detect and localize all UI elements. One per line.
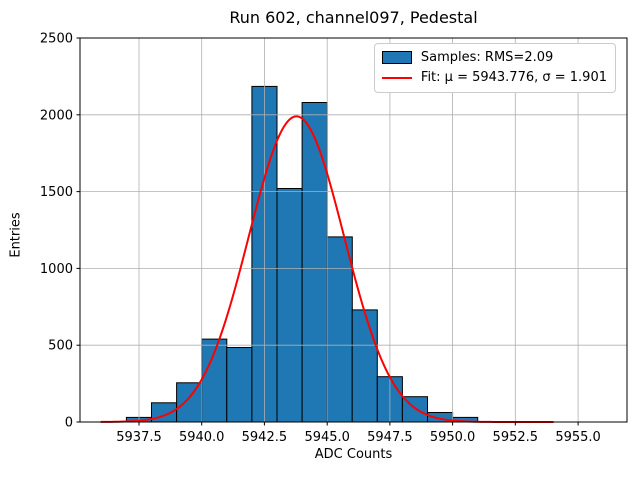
legend-item: Fit: μ = 5943.776, σ = 1.901 — [381, 68, 607, 87]
histogram-bar — [226, 347, 253, 423]
y-tick-label: 2500 — [40, 32, 73, 47]
y-tick-label: 1500 — [40, 185, 73, 200]
y-tick-label: 2000 — [40, 108, 73, 123]
axis-ticks — [76, 37, 579, 426]
histogram-bar — [326, 236, 353, 423]
legend-item: Samples: RMS=2.09 — [381, 48, 607, 67]
histogram-bar — [351, 309, 378, 423]
x-axis-label: ADC Counts — [314, 447, 393, 462]
y-tick-label: 1000 — [40, 262, 73, 277]
y-axis-label: Entries — [8, 212, 24, 258]
x-tick-label: 5955.0 — [555, 430, 601, 445]
x-tick-label: 5945.0 — [304, 430, 350, 445]
x-tick-label: 5952.5 — [493, 430, 539, 445]
y-tick-label: 0 — [65, 416, 73, 431]
tick-labels: 5937.5 5940.0 5942.5 5945.0 5947.5 5950.0 5952… — [40, 32, 601, 446]
axes-spines — [79, 37, 628, 423]
x-tick-label: 5940.0 — [179, 430, 225, 445]
y-tick-label: 500 — [48, 339, 73, 354]
histogram-bar — [301, 102, 328, 423]
legend: Samples: RMS=2.09 Fit: μ = 5943.776, σ = … — [373, 43, 616, 93]
x-tick-label: 5947.5 — [367, 430, 413, 445]
x-tick-label: 5950.0 — [430, 430, 476, 445]
histogram-bar — [276, 188, 303, 423]
histogram-bar — [176, 382, 203, 423]
histogram-bars — [125, 85, 479, 423]
legend-patch-swatch — [381, 51, 412, 64]
legend-item-label: Fit: μ = 5943.776, σ = 1.901 — [420, 70, 607, 85]
x-tick-label: 5937.5 — [116, 430, 162, 445]
legend-line-swatch — [381, 76, 412, 79]
x-tick-label: 5942.5 — [242, 430, 288, 445]
legend-item-label: Samples: RMS=2.09 — [420, 50, 554, 65]
chart-title: Run 602, channel097, Pedestal — [229, 8, 478, 27]
